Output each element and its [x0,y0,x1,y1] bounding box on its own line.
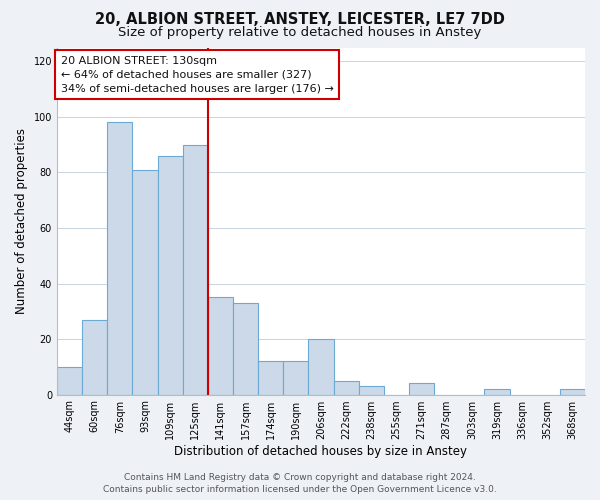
Bar [158,156,182,394]
Text: Contains HM Land Registry data © Crown copyright and database right 2024.
Contai: Contains HM Land Registry data © Crown c… [103,472,497,494]
Bar [484,389,509,394]
Bar [359,386,384,394]
Bar [560,389,585,394]
Text: 20 ALBION STREET: 130sqm
← 64% of detached houses are smaller (327)
34% of semi-: 20 ALBION STREET: 130sqm ← 64% of detach… [61,56,334,94]
Text: Size of property relative to detached houses in Anstey: Size of property relative to detached ho… [118,26,482,39]
Bar [208,298,233,394]
Bar [334,380,359,394]
Bar [182,144,208,394]
Bar [258,362,283,394]
Bar [308,339,334,394]
Bar [82,320,107,394]
Bar [57,367,82,394]
Bar [107,122,133,394]
Bar [409,384,434,394]
Bar [233,303,258,394]
Bar [133,170,158,394]
Bar [283,362,308,394]
Text: 20, ALBION STREET, ANSTEY, LEICESTER, LE7 7DD: 20, ALBION STREET, ANSTEY, LEICESTER, LE… [95,12,505,28]
Y-axis label: Number of detached properties: Number of detached properties [15,128,28,314]
X-axis label: Distribution of detached houses by size in Anstey: Distribution of detached houses by size … [175,444,467,458]
